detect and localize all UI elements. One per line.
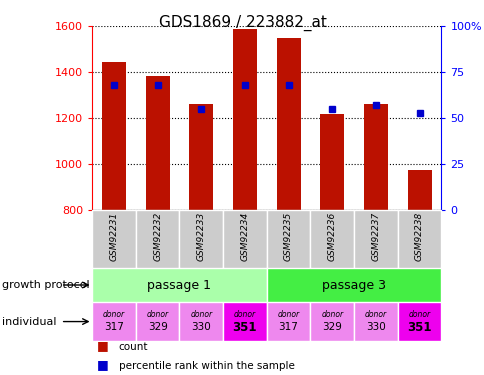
Bar bbox=[353, 210, 397, 268]
Text: count: count bbox=[119, 342, 148, 352]
Text: passage 3: passage 3 bbox=[321, 279, 385, 291]
Text: passage 1: passage 1 bbox=[147, 279, 211, 291]
Bar bbox=[232, 28, 257, 210]
Text: donor: donor bbox=[408, 310, 430, 319]
Text: ■: ■ bbox=[97, 358, 108, 371]
Bar bbox=[266, 268, 440, 302]
Bar bbox=[136, 302, 179, 341]
Text: ■: ■ bbox=[97, 339, 108, 352]
Text: donor: donor bbox=[277, 310, 299, 319]
Text: donor: donor bbox=[320, 310, 343, 319]
Text: GSM92236: GSM92236 bbox=[327, 212, 336, 261]
Text: donor: donor bbox=[190, 310, 212, 319]
Bar bbox=[92, 302, 136, 341]
Text: 351: 351 bbox=[407, 321, 431, 334]
Bar bbox=[407, 170, 431, 210]
Text: 317: 317 bbox=[278, 322, 298, 333]
Bar bbox=[223, 210, 266, 268]
Text: GSM92234: GSM92234 bbox=[240, 212, 249, 261]
Text: individual: individual bbox=[2, 316, 57, 327]
Bar bbox=[397, 302, 440, 341]
Text: GSM92231: GSM92231 bbox=[109, 212, 118, 261]
Bar bbox=[145, 76, 169, 210]
Text: GSM92237: GSM92237 bbox=[371, 212, 379, 261]
Text: GSM92233: GSM92233 bbox=[197, 212, 205, 261]
Bar bbox=[363, 104, 387, 210]
Bar bbox=[179, 210, 223, 268]
Bar bbox=[310, 210, 353, 268]
Text: donor: donor bbox=[146, 310, 168, 319]
Text: GSM92238: GSM92238 bbox=[414, 212, 423, 261]
Text: 330: 330 bbox=[191, 322, 211, 333]
Bar bbox=[136, 210, 179, 268]
Bar bbox=[92, 210, 136, 268]
Text: GDS1869 / 223882_at: GDS1869 / 223882_at bbox=[158, 15, 326, 31]
Text: GSM92235: GSM92235 bbox=[284, 212, 292, 261]
Bar bbox=[319, 114, 344, 210]
Text: donor: donor bbox=[364, 310, 386, 319]
Bar bbox=[266, 302, 310, 341]
Bar bbox=[353, 302, 397, 341]
Bar bbox=[179, 302, 223, 341]
Bar bbox=[92, 268, 266, 302]
Text: 330: 330 bbox=[365, 322, 385, 333]
Bar bbox=[266, 210, 310, 268]
Bar bbox=[189, 104, 213, 210]
Text: donor: donor bbox=[103, 310, 125, 319]
Bar bbox=[102, 62, 126, 210]
Text: percentile rank within the sample: percentile rank within the sample bbox=[119, 361, 294, 371]
Text: 329: 329 bbox=[322, 322, 341, 333]
Bar bbox=[276, 38, 300, 210]
Text: growth protocol: growth protocol bbox=[2, 280, 90, 290]
Text: GSM92232: GSM92232 bbox=[153, 212, 162, 261]
Bar bbox=[310, 302, 353, 341]
Text: 317: 317 bbox=[104, 322, 123, 333]
Bar bbox=[397, 210, 440, 268]
Bar bbox=[223, 302, 266, 341]
Text: donor: donor bbox=[233, 310, 256, 319]
Text: 329: 329 bbox=[148, 322, 167, 333]
Text: 351: 351 bbox=[232, 321, 257, 334]
